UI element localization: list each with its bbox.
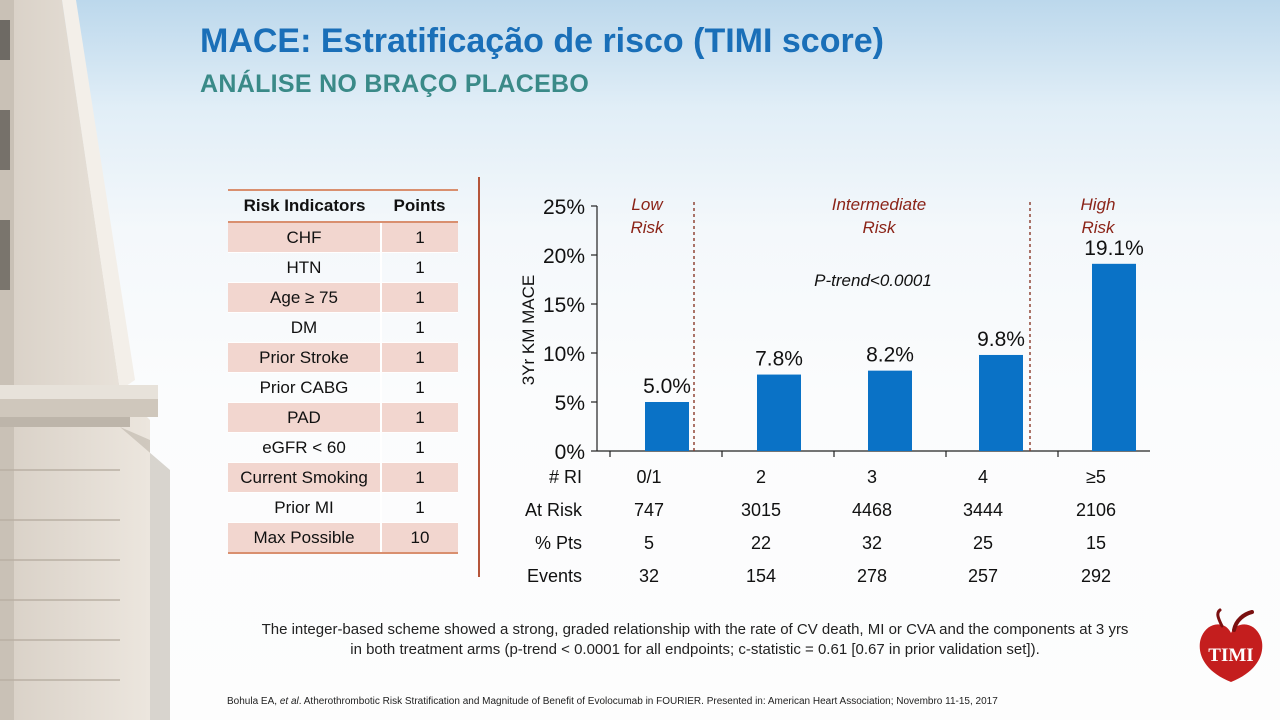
table-header-row: Risk Indicators Points (228, 189, 458, 223)
table-row: Prior Stroke 1 (228, 342, 458, 373)
table-cell: 3015 (741, 500, 781, 520)
table-row: DM 1 (228, 312, 458, 343)
table-row-label: At Risk (525, 500, 583, 520)
y-tick-label: 20% (543, 245, 585, 268)
risk-group-label: Risk (1081, 218, 1116, 237)
table-cell: 3 (867, 467, 877, 487)
table-row-label: Events (527, 566, 582, 586)
table-row-label: # RI (549, 467, 582, 487)
table-cell: 15 (1086, 533, 1106, 553)
y-axis-label: 3Yr KM MACE (519, 275, 538, 386)
bar-value-label: 19.1% (1084, 237, 1144, 260)
page-subtitle: ANÁLISE NO BRAÇO PLACEBO (200, 70, 590, 98)
table-cell: 25 (973, 533, 993, 553)
risk-indicator-label: HTN (228, 252, 381, 283)
bar-0/1 (645, 402, 689, 451)
y-tick-label: 10% (543, 343, 585, 366)
table-row: Prior CABG 1 (228, 372, 458, 403)
table-row: HTN 1 (228, 252, 458, 283)
table-row: Current Smoking 1 (228, 462, 458, 493)
mace-bar-chart: 0% 5% 10% 15% 20% 25% 3Yr KM MACE Low Risk Interm… (519, 195, 1150, 586)
risk-indicator-label: Prior CABG (228, 372, 381, 403)
bar-3 (868, 370, 912, 451)
risk-points-value: 1 (380, 372, 458, 403)
risk-indicator-label: Max Possible (228, 522, 381, 554)
bar-4 (979, 354, 1023, 451)
bar-value-label: 7.8% (755, 348, 803, 371)
table-cell: 292 (1081, 566, 1111, 586)
table-cell: 747 (634, 500, 664, 520)
p-trend-annotation: P-trend<0.0001 (814, 271, 932, 290)
risk-points-value: 1 (380, 221, 458, 253)
citation-author: Bohula EA, (227, 696, 278, 707)
caption-text: The integer-based scheme showed a strong… (200, 620, 1190, 660)
risk-indicator-label: CHF (228, 221, 381, 253)
page-title: MACE: Estratificação de risco (TIMI scor… (200, 22, 884, 60)
risk-group-label: Risk (630, 218, 665, 237)
risk-group-label: Risk (862, 218, 897, 237)
table-row: Prior MI 1 (228, 492, 458, 523)
risk-points-value: 1 (380, 462, 458, 493)
risk-indicators-table: Risk Indicators Points CHF 1 HTN 1 Age ≥ 7… (228, 189, 458, 554)
table-row: Max Possible 10 (228, 522, 458, 554)
y-tick-label: 0% (555, 441, 585, 464)
risk-group-label: High (1081, 195, 1116, 214)
risk-indicator-label: eGFR < 60 (228, 432, 381, 463)
bar-value-label: 5.0% (643, 375, 691, 398)
risk-indicator-label: Prior Stroke (228, 342, 381, 373)
table-cell: 3444 (963, 500, 1003, 520)
y-tick-label: 5% (555, 392, 585, 415)
table-cell: ≥5 (1086, 467, 1106, 487)
risk-points-value: 1 (380, 492, 458, 523)
risk-points-value: 1 (380, 282, 458, 313)
table-row-label: % Pts (535, 533, 582, 553)
table-cell: 5 (644, 533, 654, 553)
building-background-image (0, 0, 170, 720)
risk-points-value: 1 (380, 312, 458, 343)
risk-points-value: 10 (380, 522, 458, 554)
table-cell: 278 (857, 566, 887, 586)
risk-points-value: 1 (380, 402, 458, 433)
risk-points-value: 1 (380, 432, 458, 463)
citation-rest: . Atherothrombotic Risk Stratification a… (298, 696, 998, 707)
y-tick-label: 25% (543, 196, 585, 219)
table-cell: 22 (751, 533, 771, 553)
risk-group-label: Low (631, 195, 664, 214)
risk-indicator-label: Age ≥ 75 (228, 282, 381, 313)
table-cell: 2 (756, 467, 766, 487)
logo-text: TIMI (1208, 645, 1253, 666)
table-cell: 4468 (852, 500, 892, 520)
caption-line-2: in both treatment arms (p-trend < 0.0001… (350, 641, 1040, 658)
table-cell: 4 (978, 467, 988, 487)
table-cell: 32 (862, 533, 882, 553)
risk-points-value: 1 (380, 342, 458, 373)
risk-indicator-label: PAD (228, 402, 381, 433)
risk-indicator-label: DM (228, 312, 381, 343)
bar-value-label: 8.2% (866, 344, 914, 367)
bar-2 (757, 374, 801, 451)
table-cell: 2106 (1076, 500, 1116, 520)
table-cell: 0/1 (636, 467, 661, 487)
y-tick-label: 15% (543, 294, 585, 317)
risk-indicator-label: Current Smoking (228, 462, 381, 493)
table-row: CHF 1 (228, 221, 458, 253)
table-cell: 32 (639, 566, 659, 586)
column-header-risk-indicators: Risk Indicators (228, 189, 381, 223)
risk-indicator-label: Prior MI (228, 492, 381, 523)
timi-logo: TIMI (1199, 608, 1263, 682)
section-divider (478, 177, 480, 577)
citation-reference: Bohula EA, et al. Atherothrombotic Risk … (227, 696, 998, 707)
table-cell: 154 (746, 566, 776, 586)
citation-etal: et al (279, 696, 299, 707)
caption-line-1: The integer-based scheme showed a strong… (261, 621, 1129, 638)
bar-≥5 (1092, 263, 1136, 451)
risk-group-label: Intermediate (832, 195, 927, 214)
table-row: Age ≥ 75 1 (228, 282, 458, 313)
column-header-points: Points (381, 189, 458, 223)
table-row: eGFR < 60 1 (228, 432, 458, 463)
bar-value-label: 9.8% (977, 328, 1025, 351)
risk-points-value: 1 (380, 252, 458, 283)
table-cell: 257 (968, 566, 998, 586)
table-row: PAD 1 (228, 402, 458, 433)
